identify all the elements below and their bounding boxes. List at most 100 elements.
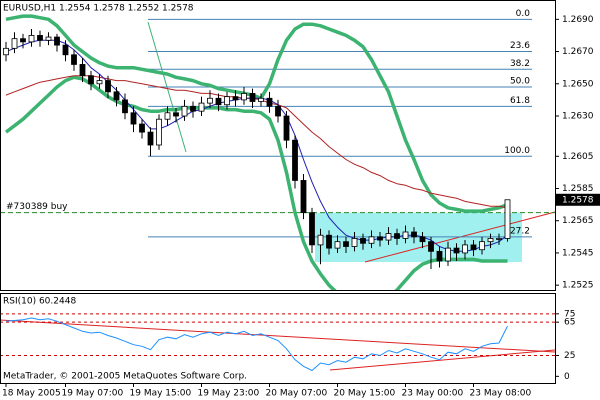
- order-label: #730389 buy: [6, 202, 68, 212]
- candle-body: [479, 241, 485, 251]
- main-frame: [0, 0, 556, 291]
- x-tick-label: 19 May 23:00: [198, 389, 260, 399]
- copyright: MetaTrader, © 2001-2005 MetaQuotes Softw…: [3, 372, 247, 382]
- rsi-frame: [0, 293, 556, 384]
- candle-body: [419, 236, 426, 243]
- candle-body: [436, 250, 443, 262]
- candle-body: [385, 233, 392, 241]
- y-tick-label: 65: [564, 318, 575, 328]
- candle-body: [62, 44, 69, 56]
- candle-body: [283, 115, 290, 141]
- candle-body: [249, 93, 256, 102]
- candle-body: [232, 96, 239, 101]
- candle-body: [79, 64, 86, 77]
- rsi-trend-line: [329, 349, 556, 371]
- main-plot: 0.0 23.6 38.2 50.0 61.8 100.0 127.2 #730389 buy: [0, 9, 555, 290]
- candle-body: [462, 244, 468, 254]
- candle-body: [360, 238, 366, 244]
- fibo-label: 100.0: [504, 146, 530, 156]
- candle-body: [20, 38, 26, 43]
- y-tick-label: 1.2650: [562, 79, 594, 89]
- candle-body: [402, 231, 409, 239]
- fibo-label: 23.6: [510, 41, 530, 51]
- candle-body: [326, 234, 332, 249]
- candle-body: [258, 97, 264, 102]
- candle-body: [275, 105, 281, 117]
- candle-body: [377, 236, 383, 241]
- rsi-title: RSI(10) 60.2448: [3, 297, 76, 307]
- candle-body: [351, 238, 358, 247]
- y-tick-label: 0: [564, 372, 570, 382]
- candle-body: [147, 131, 154, 146]
- plot-layer: 0.0 23.6 38.2 50.0 61.8 100.0 127.2 #730389 buy…: [0, 9, 600, 399]
- candle-body: [496, 238, 502, 240]
- y-tick-label: 1.2565: [562, 216, 594, 226]
- candle-body: [96, 80, 103, 85]
- x-tick-label: 23 May 08:00: [470, 389, 532, 399]
- y-tick-label: 75: [564, 309, 575, 319]
- candle-body: [309, 212, 315, 246]
- candle-body: [215, 97, 222, 106]
- x-tick-label: 19 May 15:00: [130, 389, 192, 399]
- candle-body: [156, 118, 162, 146]
- candle-body: [453, 247, 460, 254]
- candle-body: [241, 93, 247, 101]
- y-tick-label: 1.2525: [562, 281, 594, 291]
- fibo-label: 38.2: [510, 59, 530, 69]
- candle-body: [198, 102, 205, 112]
- y-tick-label: 25: [564, 351, 575, 361]
- candle-body: [428, 241, 434, 252]
- candle-body: [266, 97, 273, 107]
- x-tick-label: 23 May 00:00: [402, 389, 464, 399]
- x-tick-label: 20 May 15:00: [334, 389, 396, 399]
- candle-body: [181, 105, 188, 117]
- candle-body: [113, 91, 120, 101]
- chart-title: EURUSD,H1 1.2554 1.2578 1.2552 1.2578: [3, 4, 194, 14]
- candle-body: [164, 112, 171, 120]
- candle-body: [368, 236, 375, 244]
- candle-body: [105, 80, 111, 93]
- x-tick-label: 18 May 2005: [2, 389, 61, 399]
- candle-body: [173, 112, 179, 117]
- fibo-label: 0.0: [516, 9, 531, 19]
- x-tick-label: 20 May 07:00: [266, 389, 328, 399]
- rsi-plot: [0, 313, 555, 372]
- candle-body: [28, 35, 35, 43]
- candle-body: [504, 199, 511, 239]
- x-tick-label: 19 May 07:00: [62, 389, 124, 399]
- candle-body: [343, 241, 349, 247]
- candle-body: [207, 97, 213, 104]
- y-tick-label: 1.2545: [562, 248, 594, 258]
- candle-body: [54, 36, 60, 46]
- y-tick-label: 1.2690: [562, 15, 594, 25]
- candle-body: [130, 112, 137, 125]
- candle-body: [224, 96, 230, 106]
- candle-body: [88, 75, 94, 85]
- candle-body: [11, 38, 18, 49]
- y-tick-label: 1.2605: [562, 152, 594, 162]
- fibo-label: 50.0: [510, 77, 530, 87]
- last-price-label: 1.2578: [562, 195, 594, 205]
- indicator-line: [5, 14, 509, 213]
- candle-body: [45, 36, 52, 41]
- candle-body: [292, 139, 298, 181]
- y-tick-label: 1.2670: [562, 47, 594, 57]
- last-price-box: [556, 193, 600, 206]
- candle-body: [300, 180, 307, 214]
- rectangle-object: [315, 213, 522, 262]
- y-tick-label: 1.2585: [562, 184, 594, 194]
- candle-body: [71, 54, 77, 65]
- rsi-trend-line: [0, 319, 556, 353]
- candle-body: [411, 231, 417, 238]
- candle-body: [445, 247, 451, 262]
- y-tick-label: 1.2630: [562, 112, 594, 122]
- rsi-line: [5, 317, 508, 372]
- fibo-label: 61.8: [510, 96, 530, 106]
- candle-body: [190, 105, 196, 112]
- candle-body: [470, 244, 477, 251]
- candle-body: [394, 233, 400, 239]
- candle-body: [487, 238, 494, 243]
- candle-body: [317, 234, 324, 246]
